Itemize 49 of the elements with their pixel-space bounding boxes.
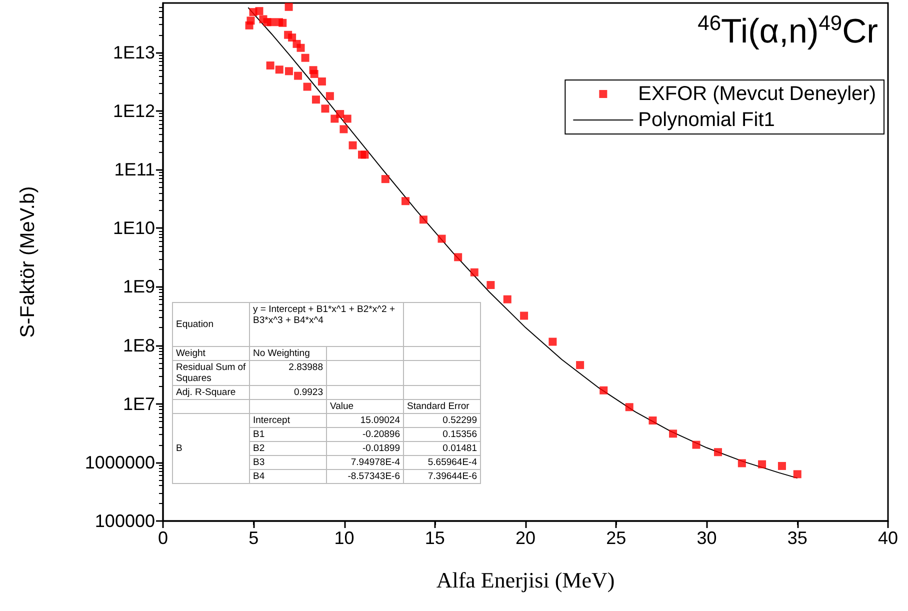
x-tick-label: 10 xyxy=(334,528,354,548)
y-tick-label: 1000000 xyxy=(84,452,155,472)
legend-label: Polynomial Fit1 xyxy=(638,109,775,131)
x-tick-label: 40 xyxy=(878,528,898,548)
x-tick-label: 15 xyxy=(424,528,445,548)
annotation: Weight xyxy=(172,346,250,360)
annotation: B2 xyxy=(250,442,326,456)
annotation: 5.65964E-4 xyxy=(404,456,480,470)
annotation: Residual Sum of Squares xyxy=(172,360,250,386)
annotation: B3 xyxy=(250,456,326,470)
annotation: B xyxy=(172,414,250,484)
annotation: B1 xyxy=(250,428,326,442)
y-tick-label: 1E12 xyxy=(112,101,155,122)
annotation: 7.39644E-6 xyxy=(404,470,480,484)
y-tick-label: 100000 xyxy=(94,511,155,531)
x-tick-label: 20 xyxy=(515,528,536,548)
annotation: 15.09024 xyxy=(326,414,404,428)
y-tick-label: 1E10 xyxy=(112,218,155,238)
annotation: Intercept xyxy=(250,414,326,428)
legend-label: EXFOR (Mevcut Deneyler) xyxy=(638,83,876,105)
annotation: B4 xyxy=(250,470,326,484)
annotation: 2.83988 xyxy=(250,360,326,386)
annotation: No Weighting xyxy=(250,346,326,360)
x-tick-label: 30 xyxy=(696,528,717,548)
annotation: 0.52299 xyxy=(404,414,480,428)
x-axis-title: Alfa Enerjisi (MeV) xyxy=(436,568,615,592)
x-tick-label: 5 xyxy=(248,528,259,548)
annotation: 0.9923 xyxy=(250,386,326,400)
annotation: Value xyxy=(326,400,404,414)
x-tick-label: 25 xyxy=(606,528,626,548)
annotation: 0.15356 xyxy=(404,428,480,442)
annotation: -0.20896 xyxy=(326,428,404,442)
y-tick-label: 1E13 xyxy=(112,42,155,62)
annotation: y = Intercept + B1*x^1 + B2*x^2 + B3*x^3 + B4*x^4 xyxy=(250,302,404,346)
y-tick-label: 1E7 xyxy=(122,394,155,414)
x-tick-label: 35 xyxy=(787,528,808,548)
annotation: Standard Error xyxy=(404,400,480,414)
annotation: Equation xyxy=(172,302,250,346)
y-axis-title: S-Faktör (MeV.b) xyxy=(17,186,39,338)
annotation: -0.01899 xyxy=(326,442,404,456)
annotation: 7.94978E-4 xyxy=(326,456,404,470)
y-tick-label: 1E9 xyxy=(122,276,155,297)
annotation: -8.57343E-6 xyxy=(326,470,404,484)
annotation: 0.01481 xyxy=(404,442,480,456)
chart-title: $^{46}$Ti(α,n)$^{49}$Cr xyxy=(698,12,878,52)
y-tick-label: 1E11 xyxy=(114,160,155,180)
annotation: Adj. R-Square xyxy=(172,386,250,400)
y-tick-label: 1E8 xyxy=(122,335,155,356)
x-tick-label: 0 xyxy=(158,528,168,548)
